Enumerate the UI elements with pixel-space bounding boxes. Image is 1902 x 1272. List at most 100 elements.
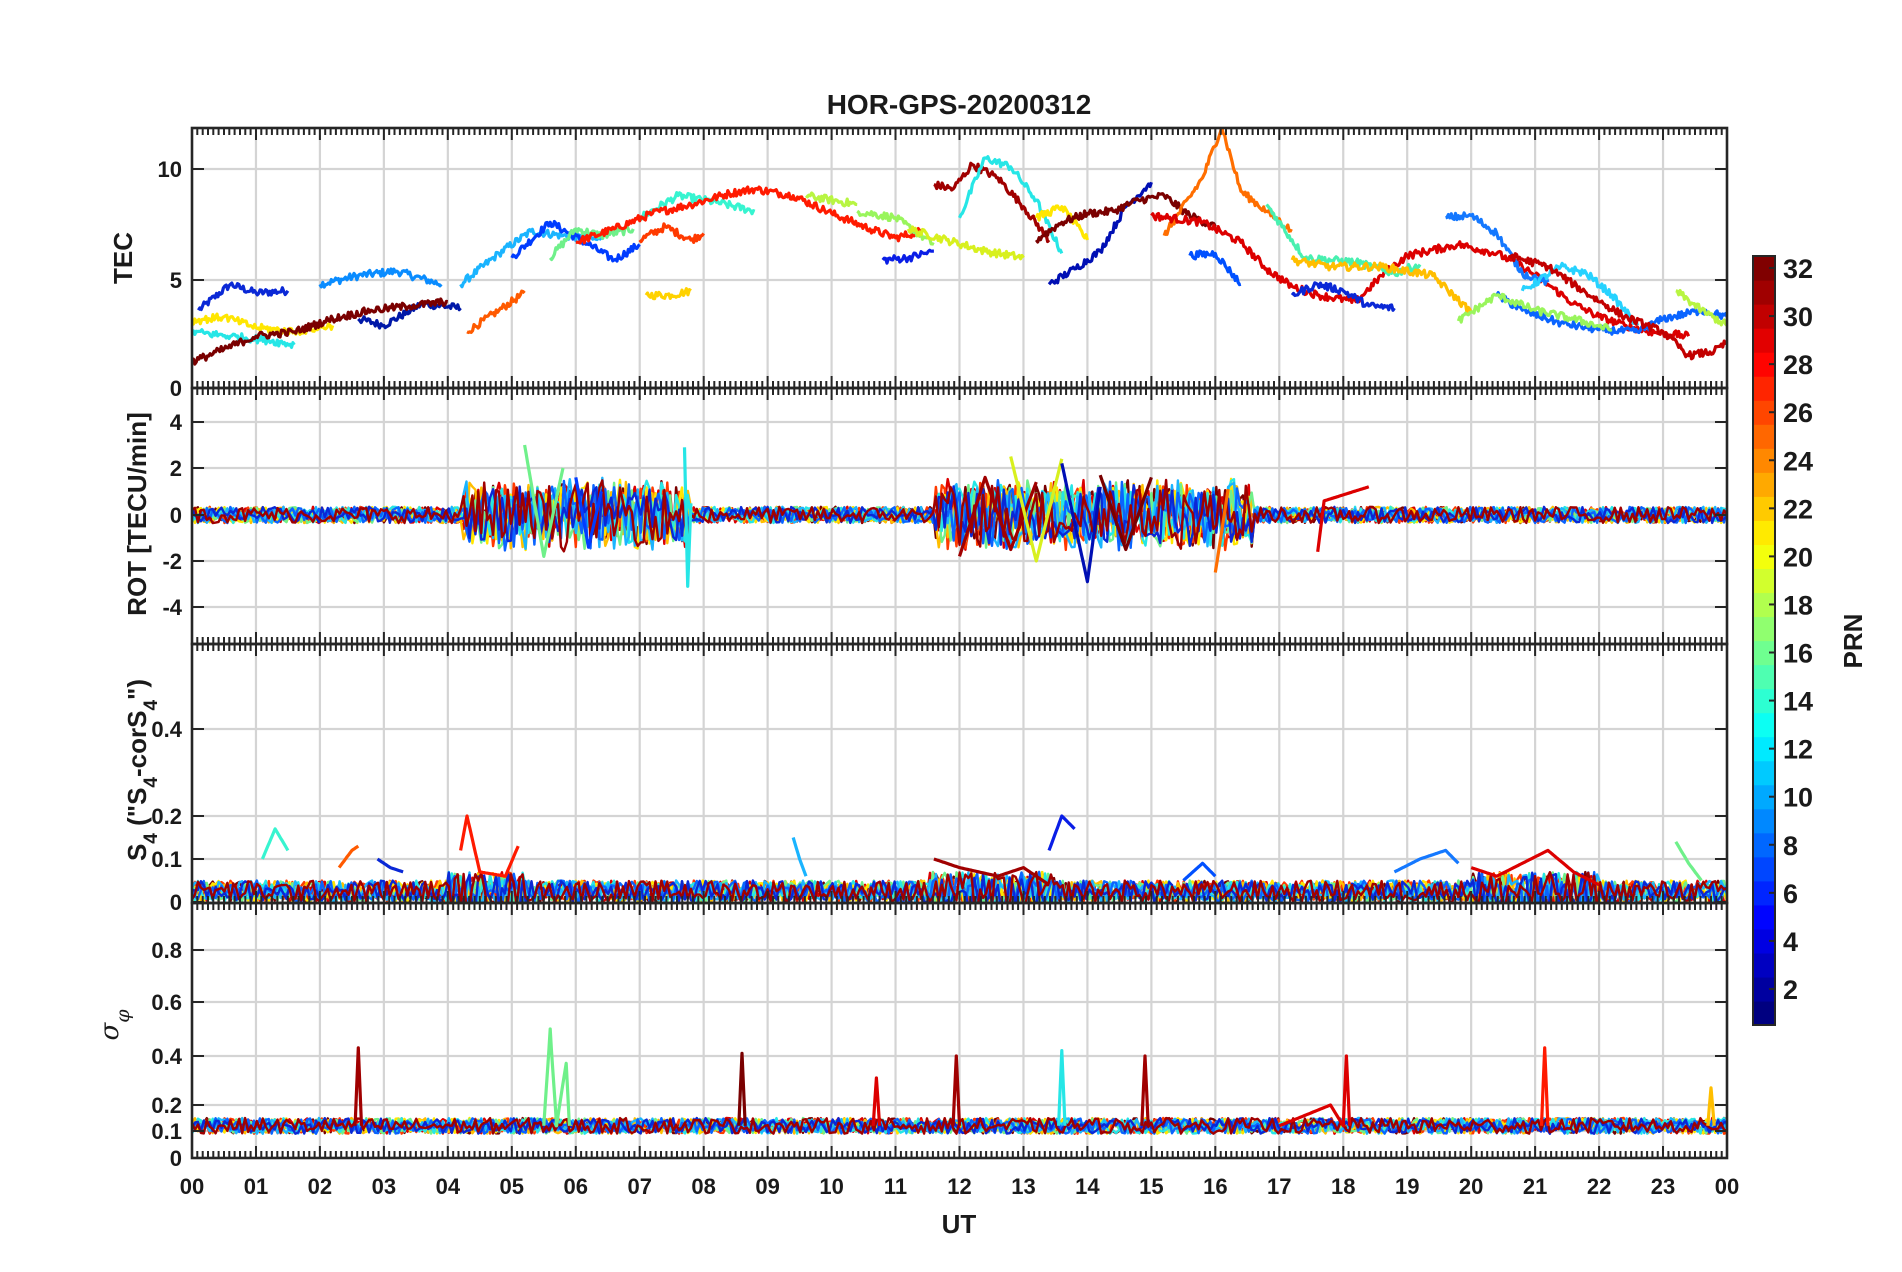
rot-y-tick-label: -4	[162, 595, 182, 620]
prn-1-series	[1060, 463, 1102, 584]
colorbar-swatch	[1753, 424, 1775, 449]
colorbar-swatch	[1753, 616, 1775, 642]
prn-29-series	[1470, 848, 1600, 887]
colorbar-swatch	[1753, 352, 1775, 377]
colorbar-swatch	[1753, 544, 1775, 570]
colorbar-swatch	[1753, 592, 1775, 618]
prn-29-series	[1316, 485, 1370, 552]
prn-3-series	[197, 281, 290, 312]
prn-18-series	[1675, 288, 1727, 327]
colorbar-swatch	[1753, 784, 1775, 810]
prn-26-series	[337, 844, 360, 869]
prn-32-series	[737, 1051, 747, 1126]
rot-panel: -4 -2 0 2 4	[162, 386, 1729, 646]
x-tick-label: 09	[755, 1174, 779, 1199]
colorbar-swatch	[1753, 1000, 1775, 1026]
prn-14-series	[682, 447, 693, 588]
prn-29-series	[1150, 211, 1691, 340]
x-tick-label: 05	[500, 1174, 524, 1199]
colorbar-tick-label: 6	[1783, 879, 1798, 909]
colorbar-swatch	[1753, 640, 1775, 666]
colorbar-tick-label: 24	[1783, 446, 1813, 476]
x-tick-label: 02	[308, 1174, 332, 1199]
colorbar-swatch	[1753, 832, 1775, 858]
prn-29-series	[1278, 1054, 1352, 1128]
colorbar-swatch	[1753, 304, 1775, 329]
x-tick-label: 13	[1011, 1174, 1035, 1199]
colorbar-swatch	[1753, 448, 1775, 473]
rot-y-tick-label: 0	[170, 503, 182, 528]
prn-16-series	[548, 224, 635, 262]
x-tick-label: 19	[1395, 1174, 1419, 1199]
s4-y-tick-label: 0.2	[151, 804, 182, 829]
axis-ticks	[191, 128, 1728, 389]
prn-16-series	[1674, 840, 1703, 882]
prn-25-series	[1162, 128, 1293, 237]
colorbar-tick-label: 4	[1783, 927, 1798, 957]
prn-4-series	[881, 248, 935, 265]
x-tick-label: 23	[1651, 1174, 1675, 1199]
x-axis-label: UT	[942, 1209, 977, 1239]
x-tick-label: 03	[372, 1174, 396, 1199]
colorbar-tick-label: 26	[1783, 398, 1813, 428]
x-tick-label: 14	[1075, 1174, 1100, 1199]
x-tick-label: 21	[1523, 1174, 1547, 1199]
prn-32-series	[192, 297, 449, 366]
colorbar-tick-label: 16	[1783, 639, 1813, 669]
colorbar-swatch	[1753, 400, 1775, 425]
prn-19-series	[906, 225, 1025, 261]
x-tick-label: 00	[1715, 1174, 1739, 1199]
colorbar-tick-label: 14	[1783, 687, 1813, 717]
axis-ticks	[191, 388, 1728, 644]
noise-trace	[192, 478, 1727, 553]
colorbar-swatch	[1753, 688, 1775, 714]
sigma-phi-y-tick-label: 0.2	[151, 1093, 182, 1118]
prn-5-series	[574, 477, 603, 549]
prn-8-series	[1393, 848, 1460, 874]
tec-y-tick-label: 5	[170, 268, 182, 293]
tec-y-tick-label: 10	[158, 157, 182, 182]
prn-21-series	[644, 287, 692, 301]
prn-18-series	[804, 191, 858, 208]
rot-ylabel: ROT [TECU/min]	[122, 412, 152, 616]
colorbar-swatch	[1753, 736, 1775, 762]
colorbar-swatch	[1753, 712, 1775, 738]
s4-panel: 0 0.1 0.2 0.4	[151, 642, 1729, 915]
x-tick-label: 07	[627, 1174, 651, 1199]
prn-31-series	[933, 857, 1050, 887]
colorbar-swatch	[1753, 472, 1775, 497]
prn-28-series	[1539, 1046, 1550, 1126]
prn-1-series	[1047, 181, 1153, 286]
prn-20-series	[1034, 204, 1089, 241]
colorbar-swatch	[1753, 568, 1775, 594]
prn-16-series	[542, 1027, 571, 1128]
prn-7-series	[1182, 861, 1217, 882]
prn-3-series	[376, 857, 404, 874]
x-tick-label: 08	[691, 1174, 715, 1199]
prn-26-series	[466, 289, 526, 335]
x-tick-label: 18	[1331, 1174, 1355, 1199]
x-tick-label: 17	[1267, 1174, 1291, 1199]
colorbar-swatch	[1753, 664, 1775, 690]
colorbar-tick-label: 32	[1783, 254, 1813, 284]
prn-5-series	[510, 219, 641, 263]
x-tick-label: 16	[1203, 1174, 1227, 1199]
x-tick-label: 15	[1139, 1174, 1163, 1199]
rot-y-tick-label: -2	[162, 549, 182, 574]
prn-16-series	[523, 444, 565, 558]
prn-31-series	[933, 161, 1051, 244]
colorbar-swatch	[1753, 880, 1775, 906]
colorbar-swatch	[1753, 256, 1775, 281]
prn-31-series	[957, 475, 1038, 557]
prn-30-series	[1508, 252, 1727, 361]
rot-y-tick-label: 4	[170, 410, 183, 435]
colorbar-tick-label: 18	[1783, 590, 1813, 620]
prn-7-series	[1188, 249, 1242, 287]
prn-29-series	[871, 1076, 882, 1126]
colorbar-swatch	[1753, 328, 1775, 353]
s4-y-tick-label: 0.1	[151, 847, 182, 872]
prn-13-series	[638, 191, 756, 221]
prn-32-series	[1098, 474, 1153, 552]
sigma-phi-ylabel: σφ	[95, 1009, 134, 1041]
